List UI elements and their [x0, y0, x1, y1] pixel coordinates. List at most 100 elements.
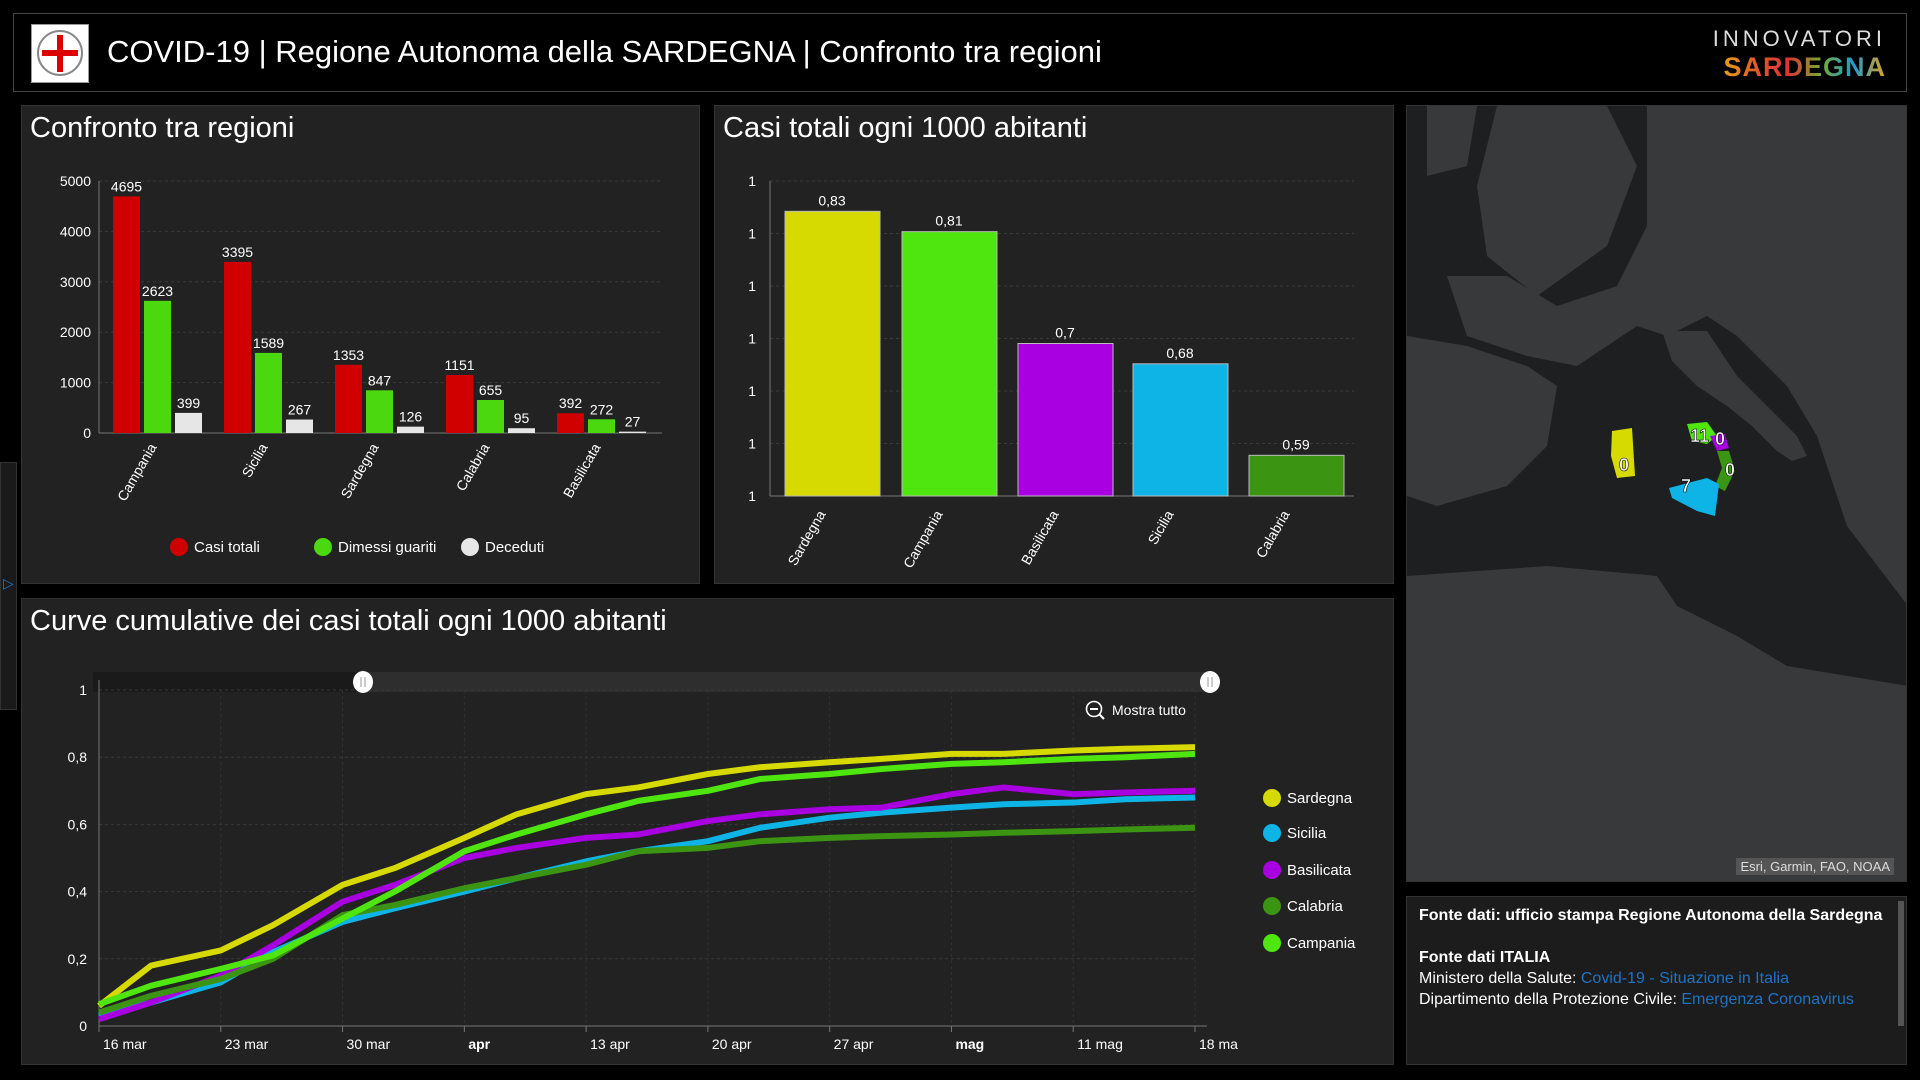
x-tick-label: 18 ma	[1199, 1036, 1238, 1052]
data-label: 4695	[111, 178, 142, 194]
panel-title: Confronto tra regioni	[30, 112, 295, 144]
map-view[interactable]: 0 11 0 0 7 Esri, Garmin, FAO, NOAA	[1406, 105, 1907, 882]
legend-label: Calabria	[1287, 898, 1344, 915]
bar-deceduti	[619, 431, 646, 433]
panel-title: Curve cumulative dei casi totali ogni 10…	[30, 605, 667, 637]
y-tick-label: 1	[748, 436, 756, 452]
land-europe	[1447, 106, 1906, 604]
data-label: 95	[514, 410, 530, 426]
region-sardegna[interactable]	[1611, 428, 1635, 478]
side-panel-toggle[interactable]: ▷	[0, 462, 17, 710]
region-campania[interactable]	[1687, 422, 1717, 444]
source-sardegna: Fonte dati: ufficio stampa Regione Auton…	[1419, 907, 1883, 924]
y-tick-label: 1	[748, 278, 756, 294]
y-tick-label: 0,6	[68, 816, 88, 832]
data-label: 847	[368, 372, 392, 388]
x-tick-label: Calabria	[453, 440, 493, 493]
range-slider-track[interactable]	[93, 672, 1213, 692]
legend-label: Basilicata	[1287, 862, 1352, 879]
bar-dimessi-guariti	[366, 390, 393, 433]
map-label-campania: 11	[1690, 426, 1709, 446]
bar-dimessi-guariti	[477, 399, 504, 433]
legend-label: Sardegna	[1287, 790, 1353, 807]
data-label: 0,83	[818, 192, 845, 208]
legend-label: Campania	[1287, 935, 1356, 952]
y-tick-label: 4000	[60, 223, 91, 239]
chevron-right-icon: ▷	[3, 575, 14, 591]
region-sicilia[interactable]	[1669, 478, 1719, 516]
y-tick-label: 1	[748, 488, 756, 504]
bar-campania	[901, 231, 998, 497]
map-label-sardegna: 0	[1619, 455, 1629, 475]
protezione-label: Dipartimento della Protezione Civile:	[1419, 991, 1682, 1008]
x-tick-label: Sardegna	[337, 440, 381, 501]
land-ireland	[1427, 106, 1477, 176]
bar-calabria	[1248, 454, 1345, 497]
map-label-sicilia: 7	[1681, 476, 1691, 496]
bar-dimessi-guariti	[588, 419, 615, 433]
data-label: 267	[288, 402, 312, 418]
line-campania	[97, 750, 1196, 1007]
bar-casi-totali	[224, 261, 251, 433]
range-handle-end[interactable]	[1200, 671, 1220, 693]
land-uk	[1477, 106, 1637, 296]
x-tick-label: Basilicata	[1018, 507, 1062, 567]
legend-marker	[1263, 861, 1281, 879]
bar-basilicata	[1017, 343, 1114, 497]
x-tick-label: mag	[955, 1036, 984, 1052]
data-label: 126	[399, 409, 423, 425]
panel-confronto-regioni: Confronto tra regioni 0 1000 2000 3000 4000 5…	[21, 105, 700, 584]
x-tick-label: Calabria	[1253, 507, 1293, 560]
source-italia-heading: Fonte dati ITALIA	[1419, 949, 1551, 966]
data-label: 655	[479, 382, 503, 398]
bar-dimessi-guariti	[255, 352, 282, 433]
x-tick-label: 20 apr	[712, 1036, 752, 1052]
data-label: 1353	[333, 347, 364, 363]
y-tick-label: 2000	[60, 324, 91, 340]
bar-casi-totali	[335, 364, 362, 433]
x-tick-label: Campania	[900, 507, 946, 570]
bar-deceduti	[286, 419, 313, 433]
legend-marker	[1263, 789, 1281, 807]
data-label: 392	[559, 395, 583, 411]
legend-marker	[170, 538, 188, 556]
data-label: 2623	[142, 283, 173, 299]
map-canvas[interactable]: 0 11 0 0 7	[1407, 106, 1907, 882]
region-calabria[interactable]	[1715, 451, 1735, 491]
bar-sicilia	[1132, 363, 1229, 497]
y-tick-label: 0,2	[68, 951, 88, 967]
x-tick-label: apr	[468, 1036, 490, 1052]
data-label: 272	[590, 401, 614, 417]
land-iberia	[1407, 336, 1557, 506]
x-tick-label: 13 apr	[590, 1036, 630, 1052]
legend-marker	[1263, 824, 1281, 842]
legend-label: Sicilia	[1287, 825, 1327, 842]
bar-casi-totali	[557, 413, 584, 433]
region-basilicata[interactable]	[1710, 434, 1729, 451]
line-chart: 0 0,2 0,4 0,6 0,8 1 16 mar 23 mar 30 mar apr 13 ap…	[68, 671, 1356, 1052]
ministero-link[interactable]: Covid-19 - Situazione in Italia	[1580, 970, 1789, 987]
panel-title: Casi totali ogni 1000 abitanti	[723, 112, 1088, 144]
y-tick-label: 0,8	[68, 749, 88, 765]
data-label: 0,7	[1055, 325, 1075, 341]
bar-chart: 1 1 1 1 1 1 1 0,83 Sardegna 0,81 Campania 0,7 Basili…	[748, 173, 1354, 571]
sardinia-crest-logo	[31, 24, 89, 83]
y-tick-label: 1	[748, 383, 756, 399]
y-tick-label: 0,4	[68, 884, 88, 900]
land-africa	[1407, 566, 1906, 881]
x-tick-label: Basilicata	[560, 440, 604, 500]
data-label: 399	[177, 395, 201, 411]
data-label: 0,68	[1166, 345, 1193, 361]
mostra-tutto-button[interactable]: Mostra tutto	[1084, 699, 1186, 721]
protezione-link[interactable]: Emergenza Coronavirus	[1681, 991, 1854, 1008]
x-tick-label: Sicilia	[1144, 507, 1176, 547]
scrollbar[interactable]	[1898, 901, 1904, 1026]
y-tick-label: 0	[83, 425, 91, 441]
ministero-label: Ministero della Salute:	[1419, 970, 1581, 987]
data-label: 27	[625, 414, 641, 430]
page-title: COVID-19 | Regione Autonoma della SARDEG…	[107, 34, 1102, 69]
range-handle-start[interactable]	[353, 671, 373, 693]
legend-label: Dimessi guariti	[338, 539, 436, 556]
line-sardegna	[97, 744, 1196, 1009]
line-calabria	[98, 824, 1196, 1016]
